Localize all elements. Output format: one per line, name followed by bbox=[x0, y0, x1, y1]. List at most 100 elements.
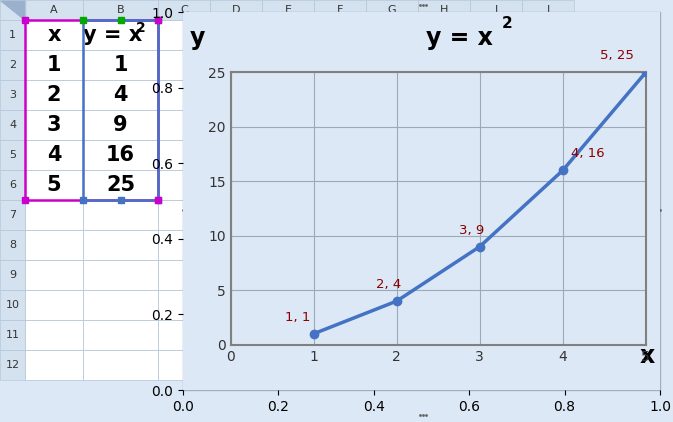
Bar bbox=[0, 110, 25, 140]
Bar bbox=[83, 0, 158, 20]
Bar bbox=[418, 80, 470, 110]
Bar bbox=[210, 80, 262, 110]
Text: 8: 8 bbox=[9, 240, 16, 250]
Bar bbox=[366, 290, 418, 320]
Text: 11: 11 bbox=[5, 330, 20, 340]
Bar bbox=[470, 170, 522, 200]
Bar bbox=[470, 0, 522, 20]
Bar bbox=[0, 200, 25, 230]
Bar bbox=[418, 200, 470, 230]
Bar bbox=[418, 170, 470, 200]
Bar bbox=[314, 80, 366, 110]
Bar bbox=[522, 320, 574, 350]
Bar bbox=[262, 0, 314, 20]
Bar bbox=[210, 290, 262, 320]
Bar bbox=[470, 200, 522, 230]
Bar bbox=[522, 260, 574, 290]
Bar bbox=[314, 350, 366, 380]
Bar bbox=[366, 50, 418, 80]
Bar bbox=[25, 350, 83, 380]
Bar bbox=[522, 140, 574, 170]
Bar bbox=[262, 230, 314, 260]
Bar bbox=[470, 50, 522, 80]
Bar bbox=[158, 20, 210, 50]
Bar bbox=[262, 350, 314, 380]
Bar bbox=[366, 80, 418, 110]
Bar bbox=[0, 80, 25, 110]
Bar bbox=[366, 200, 418, 230]
Bar bbox=[314, 200, 366, 230]
Bar bbox=[418, 110, 470, 140]
Bar bbox=[522, 350, 574, 380]
Bar bbox=[158, 260, 210, 290]
Bar bbox=[25, 230, 83, 260]
Bar bbox=[366, 80, 418, 110]
Text: y = x: y = x bbox=[83, 25, 142, 45]
Bar bbox=[210, 20, 262, 50]
Bar bbox=[83, 230, 158, 260]
Bar bbox=[0, 170, 25, 200]
Bar bbox=[210, 260, 262, 290]
Bar bbox=[262, 110, 314, 140]
Bar bbox=[83, 20, 158, 50]
Bar bbox=[210, 110, 262, 140]
Bar bbox=[0, 260, 25, 290]
Bar bbox=[0, 170, 25, 200]
Bar bbox=[158, 80, 210, 110]
Bar bbox=[83, 0, 158, 20]
Bar bbox=[366, 20, 418, 50]
Text: A: A bbox=[50, 5, 58, 15]
Bar bbox=[314, 260, 366, 290]
Bar bbox=[83, 260, 158, 290]
Bar bbox=[83, 290, 158, 320]
Bar bbox=[470, 80, 522, 110]
Bar bbox=[470, 20, 522, 50]
Bar bbox=[262, 290, 314, 320]
Bar bbox=[210, 140, 262, 170]
Text: 4: 4 bbox=[46, 145, 61, 165]
Bar bbox=[183, 12, 660, 390]
Bar bbox=[262, 110, 314, 140]
Bar bbox=[366, 110, 418, 140]
Bar bbox=[418, 140, 470, 170]
Text: 2: 2 bbox=[46, 85, 61, 105]
Bar bbox=[158, 110, 210, 140]
Bar bbox=[210, 20, 262, 50]
Bar bbox=[83, 320, 158, 350]
Bar bbox=[418, 0, 470, 20]
Bar bbox=[366, 260, 418, 290]
Bar bbox=[210, 260, 262, 290]
Bar bbox=[25, 200, 83, 230]
Bar bbox=[314, 230, 366, 260]
Bar bbox=[25, 80, 83, 110]
Bar bbox=[83, 350, 158, 380]
Bar bbox=[83, 50, 158, 80]
Bar bbox=[262, 170, 314, 200]
Bar bbox=[418, 20, 470, 50]
Bar bbox=[83, 50, 158, 80]
Bar bbox=[470, 140, 522, 170]
Bar bbox=[262, 50, 314, 80]
Bar bbox=[314, 170, 366, 200]
Text: 1: 1 bbox=[9, 30, 16, 40]
Text: 9: 9 bbox=[9, 270, 16, 280]
Bar bbox=[25, 260, 83, 290]
Bar bbox=[25, 80, 83, 110]
Bar bbox=[0, 110, 25, 140]
Bar bbox=[262, 230, 314, 260]
Bar bbox=[83, 200, 158, 230]
Bar bbox=[522, 50, 574, 80]
Bar bbox=[366, 0, 418, 20]
Text: 12: 12 bbox=[5, 360, 20, 370]
Bar bbox=[470, 110, 522, 140]
Bar bbox=[418, 260, 470, 290]
Bar bbox=[210, 350, 262, 380]
Bar bbox=[158, 230, 210, 260]
Bar bbox=[470, 0, 522, 20]
Bar bbox=[470, 350, 522, 380]
Bar bbox=[418, 350, 470, 380]
Bar bbox=[470, 350, 522, 380]
Bar bbox=[25, 110, 83, 140]
Bar bbox=[262, 20, 314, 50]
Bar bbox=[522, 200, 574, 230]
